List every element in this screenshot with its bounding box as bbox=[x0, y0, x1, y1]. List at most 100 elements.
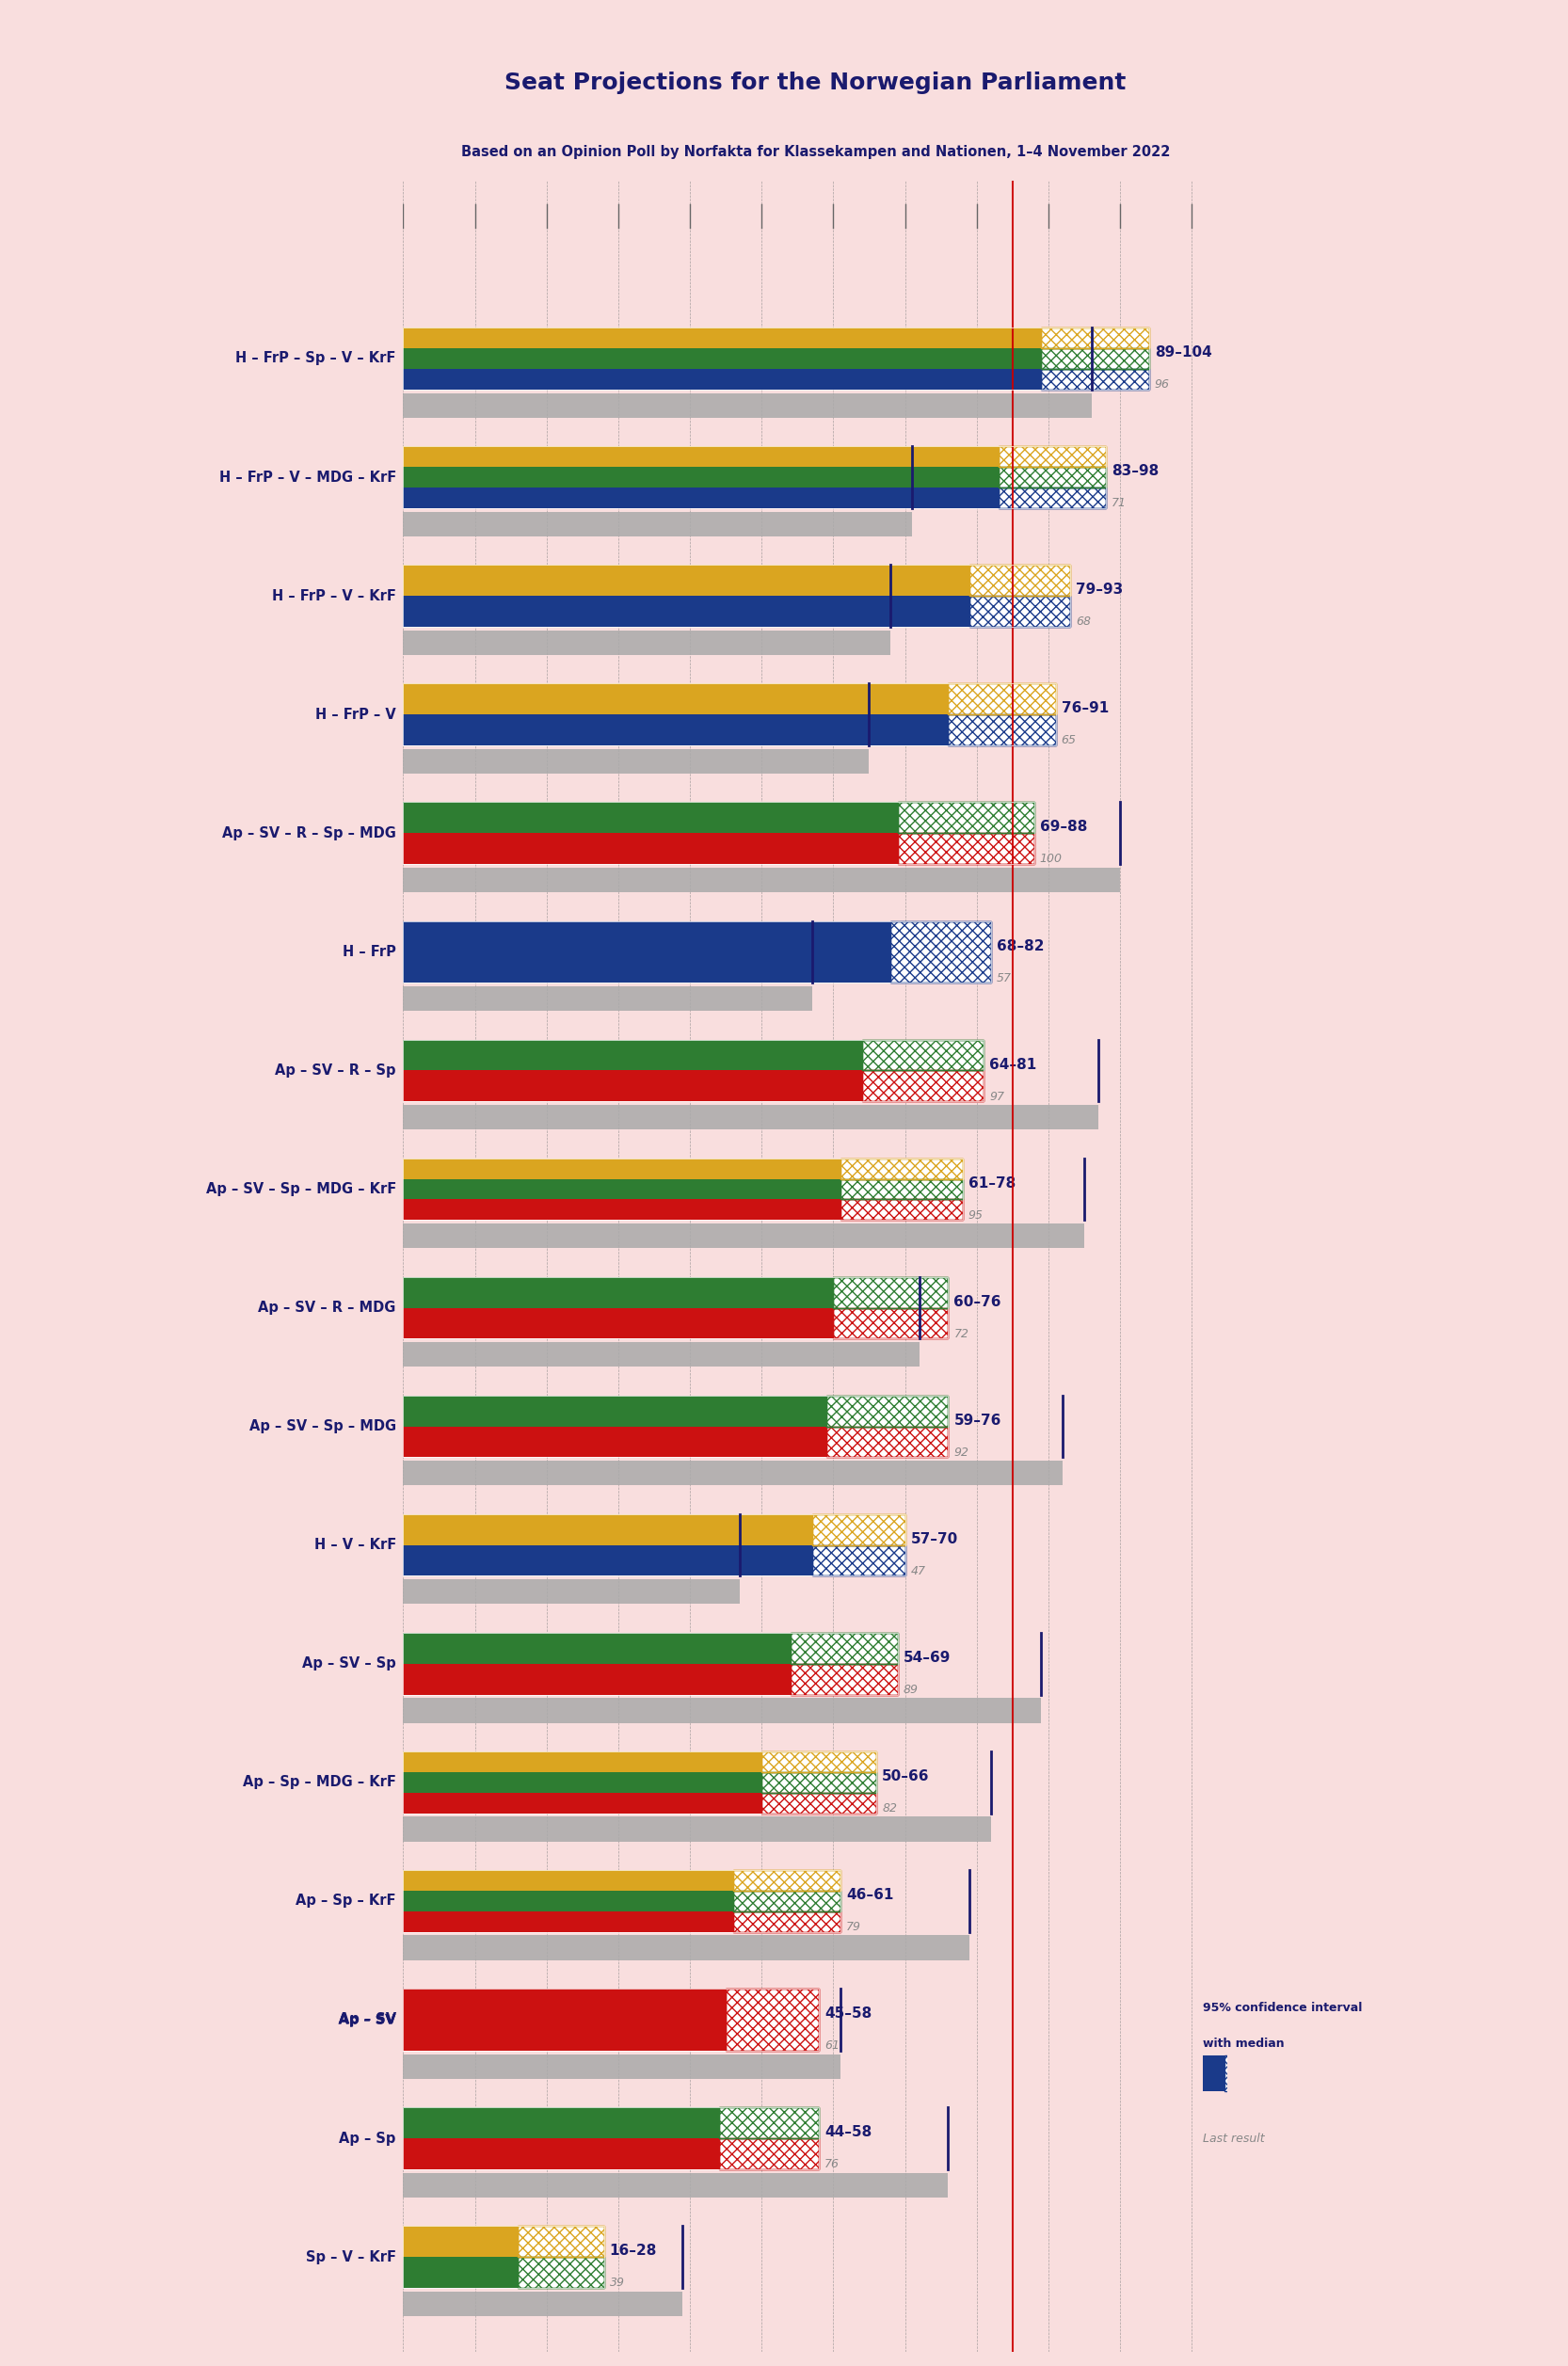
Bar bbox=[762, 1751, 877, 1772]
Bar bbox=[403, 1200, 840, 1221]
Bar bbox=[833, 1278, 949, 1308]
Bar bbox=[403, 1396, 949, 1457]
Text: 79–93: 79–93 bbox=[1076, 582, 1123, 596]
Bar bbox=[403, 1545, 812, 1576]
Bar bbox=[718, 2108, 818, 2139]
Bar bbox=[403, 2139, 718, 2170]
Bar bbox=[840, 1159, 963, 1178]
Text: 68–82: 68–82 bbox=[997, 939, 1044, 953]
Text: H – FrP – Sp – V – KrF: H – FrP – Sp – V – KrF bbox=[235, 353, 397, 367]
Bar bbox=[403, 565, 969, 596]
Text: 71: 71 bbox=[1112, 497, 1126, 509]
Bar bbox=[833, 1308, 949, 1339]
Bar bbox=[840, 1159, 963, 1178]
Bar bbox=[862, 1069, 983, 1100]
Bar bbox=[403, 1039, 862, 1069]
Bar bbox=[403, 1460, 1063, 1486]
Bar bbox=[999, 487, 1105, 509]
Bar bbox=[403, 987, 812, 1010]
Text: with median: with median bbox=[1203, 2037, 1284, 2049]
Text: Ap – SV – Sp – MDG: Ap – SV – Sp – MDG bbox=[249, 1420, 397, 1434]
Text: Sp – V – KrF: Sp – V – KrF bbox=[306, 2250, 397, 2264]
Text: 57–70: 57–70 bbox=[911, 1533, 958, 1545]
Bar bbox=[403, 1514, 812, 1545]
Text: 54–69: 54–69 bbox=[903, 1651, 952, 1666]
Bar bbox=[403, 1039, 983, 1100]
Bar bbox=[403, 1396, 826, 1427]
Bar bbox=[898, 802, 1033, 833]
Bar bbox=[517, 2257, 604, 2288]
Text: 95% confidence interval: 95% confidence interval bbox=[1203, 2002, 1363, 2013]
Bar bbox=[826, 1427, 949, 1457]
Bar bbox=[833, 1308, 949, 1339]
Bar bbox=[732, 1912, 840, 1933]
Bar bbox=[1041, 348, 1149, 369]
Bar bbox=[403, 369, 1041, 390]
Text: H – FrP: H – FrP bbox=[342, 944, 397, 958]
Bar bbox=[403, 1935, 969, 1959]
Bar bbox=[812, 1545, 905, 1576]
Bar bbox=[969, 596, 1069, 627]
Bar bbox=[840, 1178, 963, 1200]
Bar bbox=[403, 1342, 919, 1368]
Bar bbox=[403, 2257, 517, 2288]
Bar bbox=[403, 565, 1069, 627]
Text: Ap – Sp – KrF: Ap – Sp – KrF bbox=[296, 1893, 397, 1907]
Bar bbox=[403, 1817, 991, 1841]
Bar bbox=[891, 920, 991, 982]
Bar bbox=[403, 1990, 726, 2051]
Bar bbox=[762, 1793, 877, 1812]
Bar bbox=[812, 1514, 905, 1545]
Text: 76: 76 bbox=[825, 2158, 840, 2170]
Bar bbox=[403, 1751, 762, 1772]
Bar bbox=[403, 1105, 1099, 1129]
Bar bbox=[1225, 2056, 1239, 2092]
Bar bbox=[403, 684, 1055, 745]
Bar bbox=[403, 1990, 818, 2051]
Bar bbox=[403, 1223, 1083, 1249]
Bar bbox=[862, 1069, 983, 1100]
Bar bbox=[826, 1396, 949, 1427]
Bar bbox=[403, 1772, 762, 1793]
Text: 61–78: 61–78 bbox=[967, 1176, 1016, 1190]
Bar bbox=[999, 487, 1105, 509]
Text: 89: 89 bbox=[903, 1685, 919, 1696]
Text: 100: 100 bbox=[1040, 854, 1063, 866]
Bar bbox=[403, 868, 1120, 892]
Bar bbox=[403, 750, 869, 774]
Bar bbox=[949, 684, 1055, 715]
Bar bbox=[403, 1633, 898, 1694]
Bar bbox=[517, 2226, 604, 2257]
Bar bbox=[403, 466, 999, 487]
Text: 69–88: 69–88 bbox=[1040, 821, 1087, 835]
Bar bbox=[732, 1890, 840, 1912]
Text: 79: 79 bbox=[847, 1921, 861, 1933]
Bar bbox=[732, 1869, 840, 1890]
Bar bbox=[403, 1514, 905, 1576]
Bar bbox=[403, 511, 913, 537]
Bar bbox=[790, 1633, 898, 1663]
Text: 47: 47 bbox=[911, 1564, 925, 1578]
Bar bbox=[403, 1663, 790, 1694]
Bar bbox=[949, 715, 1055, 745]
Text: Ap – Sp – MDG – KrF: Ap – Sp – MDG – KrF bbox=[243, 1774, 397, 1789]
Text: 46–61: 46–61 bbox=[847, 1888, 894, 1902]
Text: 60–76: 60–76 bbox=[953, 1294, 1002, 1308]
Bar bbox=[403, 2054, 840, 2080]
Text: Based on an Opinion Poll by Norfakta for Klassekampen and Nationen, 1–4 November: Based on an Opinion Poll by Norfakta for… bbox=[461, 144, 1170, 159]
Bar bbox=[403, 1869, 840, 1933]
Bar bbox=[949, 684, 1055, 715]
Bar bbox=[517, 2226, 604, 2257]
Bar bbox=[403, 1178, 840, 1200]
Bar bbox=[732, 1890, 840, 1912]
Bar bbox=[898, 802, 1033, 833]
Bar bbox=[999, 466, 1105, 487]
Bar bbox=[812, 1514, 905, 1545]
Bar bbox=[969, 565, 1069, 596]
Bar bbox=[790, 1663, 898, 1694]
Bar bbox=[403, 2290, 682, 2316]
Bar bbox=[862, 1039, 983, 1069]
Bar bbox=[403, 920, 891, 982]
Bar bbox=[403, 629, 891, 655]
Bar bbox=[812, 1545, 905, 1576]
